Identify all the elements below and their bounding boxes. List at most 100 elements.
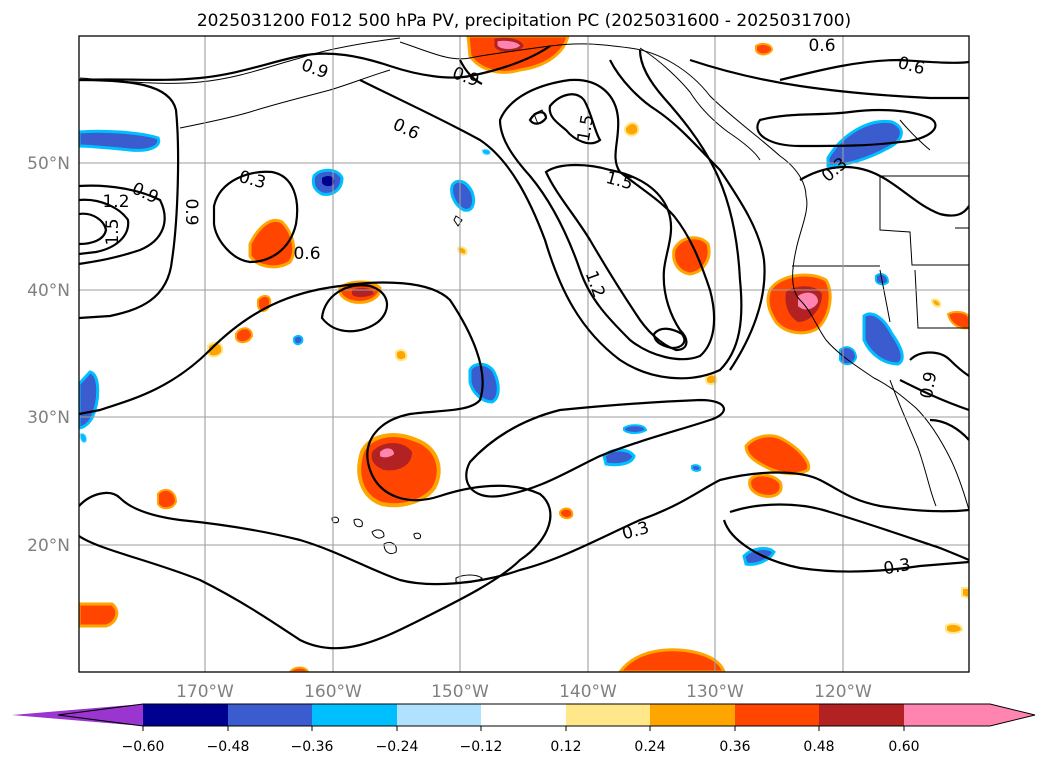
pv-contour-line [359, 49, 743, 380]
precip-negative-patch [293, 334, 304, 346]
colorbar-tick-label: −0.48 [207, 739, 250, 755]
lat-label-50n: 50°N [27, 154, 70, 174]
lat-label-20n: 20°N [27, 536, 70, 556]
precip-positive-core [798, 292, 818, 310]
colorbar-segment [312, 704, 397, 726]
precip-negative-patch [862, 312, 904, 366]
pv-contour-line [498, 78, 716, 361]
lon-label-160w: 160°W [304, 682, 362, 702]
pv-contour-line [899, 379, 969, 412]
longitude-labels: 170°W 160°W 150°W 140°W 130°W 120°W [176, 682, 872, 702]
precip-positive-patch [623, 122, 640, 137]
contour-label: 0.9 [181, 198, 201, 225]
precip-negative-patch [481, 148, 491, 156]
colorbar-tick-label: −0.60 [122, 739, 165, 755]
pv-contour-line [548, 93, 602, 145]
precip-negative-patch [468, 362, 500, 404]
pv-contour-line [528, 111, 548, 125]
precip-positive-patch [945, 622, 964, 634]
pv-contour-line [79, 78, 180, 320]
precip-positive-patch [755, 42, 774, 56]
colorbar-segment [143, 704, 228, 726]
lat-label-40n: 40°N [27, 281, 70, 301]
pv-contour-line [689, 58, 969, 100]
colorbar-segment [735, 704, 819, 726]
lon-label-130w: 130°W [686, 682, 744, 702]
precip-anomaly-shading [79, 36, 969, 672]
precip-positive-patch [559, 507, 574, 520]
lon-label-140w: 140°W [559, 682, 617, 702]
precip-positive-core [371, 443, 412, 471]
pv-contour-line [779, 58, 969, 82]
precip-positive-patch [748, 473, 783, 498]
pv-contour-line [722, 519, 969, 573]
colorbar-tick-label: 0.24 [634, 739, 665, 755]
precip-positive-patch [288, 666, 310, 672]
pv-contour-line [79, 184, 166, 266]
precip-positive-patch [466, 36, 570, 74]
pv-contour-line [79, 471, 969, 586]
lon-label-170w: 170°W [176, 682, 234, 702]
precip-negative-patch [826, 119, 903, 168]
colorbar-tick-label: 0.36 [719, 739, 750, 755]
contour-label: 1.5 [103, 218, 123, 245]
pv-contour-line [465, 398, 725, 498]
colorbar-tick-label: 0.60 [888, 739, 919, 755]
precip-positive-patch [235, 327, 254, 344]
map-frame [78, 35, 970, 673]
precip-positive-patch [744, 434, 811, 476]
precip-positive-patch [207, 341, 224, 358]
colorbar-segment [566, 704, 650, 726]
pv-contour-line [212, 170, 299, 264]
precip-negative-patch [691, 464, 702, 472]
precip-positive-patch [248, 219, 296, 269]
precip-negative-patch [450, 179, 476, 212]
precip-positive-patch [930, 298, 942, 308]
contour-label: 0.6 [293, 244, 320, 264]
pv-contour-line [609, 59, 766, 371]
pv-contour-line [756, 108, 937, 148]
contour-label: 0.3 [882, 555, 912, 579]
pv-contour-line [459, 59, 483, 85]
precip-negative-core [322, 176, 335, 187]
colorbar-segment [650, 704, 735, 726]
precip-positive-patch [946, 310, 969, 330]
precip-positive-core [494, 37, 524, 52]
latitude-labels: 50°N 40°N 30°N 20°N [27, 154, 70, 556]
colorbar-tick-label: 0.48 [803, 739, 834, 755]
precip-negative-patch [623, 424, 648, 434]
contour-label: 0.9 [917, 370, 941, 400]
colorbar-segment [228, 704, 312, 726]
precip-negative-patch [79, 129, 161, 152]
figure-title: 2025031200 F012 500 hPa PV, precipitatio… [197, 11, 851, 31]
pv-contour-line [544, 163, 688, 352]
coastlines [79, 37, 969, 584]
colorbar-extension-max [990, 704, 1035, 726]
precip-positive-patch [79, 602, 119, 628]
pv-contour-line [79, 212, 108, 246]
precip-negative-patch [79, 433, 87, 443]
colorbar-extension-min [12, 704, 143, 726]
colorbar: −0.60 −0.48 −0.36 −0.24 −0.12 0.12 0.24 0.36 0.4… [12, 703, 1036, 755]
colorbar-segment [819, 704, 904, 726]
colorbar-tick-label: −0.12 [460, 739, 503, 755]
precip-positive-patch [395, 349, 408, 362]
graticule [79, 36, 969, 672]
lon-label-120w: 120°W [814, 682, 872, 702]
colorbar-segment [481, 704, 566, 726]
pv-contour-line [929, 418, 969, 441]
precip-positive-patch [456, 246, 468, 256]
pv-contour-line [909, 351, 969, 377]
pv-contour-line [79, 281, 552, 650]
lat-label-30n: 30°N [27, 408, 70, 428]
colorbar-segment [904, 704, 990, 726]
precip-positive-patch [157, 488, 178, 510]
colorbar-segments [12, 704, 1035, 726]
pv-contour-line [652, 327, 686, 350]
contour-label: 1.2 [102, 192, 129, 212]
precip-positive-patch [618, 648, 726, 672]
pv-contour-line [79, 198, 130, 256]
colorbar-tick-label: −0.24 [376, 739, 419, 755]
pv-contour-line [729, 503, 969, 562]
